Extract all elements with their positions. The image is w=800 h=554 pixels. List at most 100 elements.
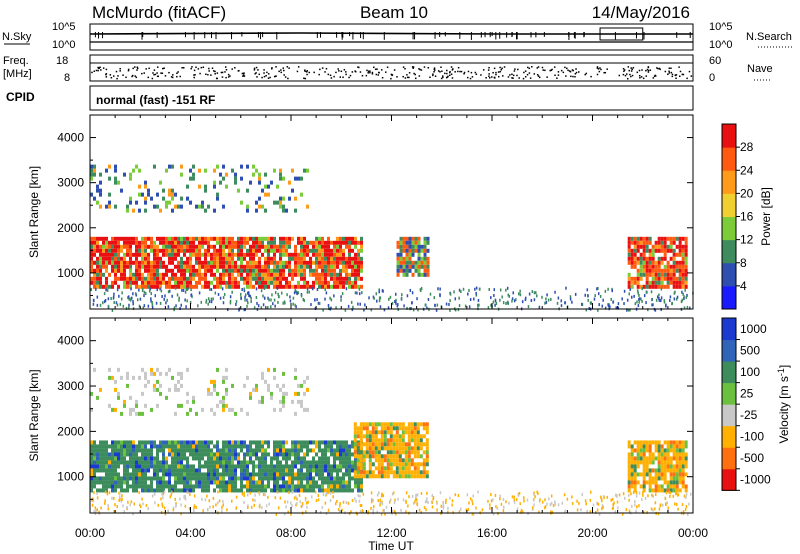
nave-point (567, 69, 569, 72)
echo-cell (594, 294, 596, 298)
echo-cell (258, 196, 261, 201)
echo-cell (160, 289, 163, 293)
echo-cell (162, 252, 165, 257)
echo-cell (273, 444, 276, 449)
echo-cell (548, 497, 550, 501)
nave-point (176, 75, 178, 78)
echo-cell (279, 440, 282, 445)
echo-cell (132, 252, 135, 257)
echo-cell (321, 448, 324, 453)
echo-cell (99, 188, 102, 193)
echo-cell (135, 284, 138, 289)
nave-point (343, 69, 346, 71)
echo-cell (411, 494, 414, 498)
echo-cell (447, 506, 449, 510)
echo-cell (276, 264, 279, 269)
nave-point (134, 75, 136, 77)
echo-cell (639, 440, 643, 445)
echo-cell (303, 268, 306, 273)
echo-cell (171, 164, 174, 169)
echo-cell (267, 464, 270, 469)
echo-cell (123, 399, 126, 404)
echo-cell (416, 454, 420, 459)
echo-cell (348, 236, 351, 241)
echo-cell (267, 440, 270, 445)
echo-cell (348, 464, 351, 469)
echo-cell (171, 460, 174, 465)
echo-cell (435, 308, 438, 312)
nave-point (640, 76, 643, 78)
echo-cell (368, 446, 372, 451)
echo-cell (273, 298, 276, 302)
echo-cell (416, 462, 420, 467)
echo-cell (165, 272, 168, 277)
echo-cell (250, 300, 252, 304)
echo-cell (108, 367, 111, 372)
nave-point (361, 74, 364, 77)
echo-cell (201, 444, 204, 449)
echo-cell (676, 493, 679, 497)
echo-cell (102, 248, 105, 253)
echo-cell (511, 297, 514, 301)
nave-point (143, 72, 145, 74)
echo-cell (636, 268, 640, 273)
echo-cell (237, 268, 240, 273)
echo-cell (396, 268, 400, 273)
echo-cell (633, 480, 637, 485)
echo-cell (627, 456, 631, 461)
echo-cell (309, 464, 312, 469)
echo-cell (147, 256, 150, 261)
echo-cell (645, 284, 649, 289)
echo-cell (189, 248, 192, 253)
echo-cell (262, 303, 265, 307)
echo-cell (135, 260, 138, 265)
echo-cell (288, 472, 291, 477)
echo-cell (685, 493, 688, 497)
echo-cell (495, 301, 498, 305)
echo-cell (129, 503, 131, 507)
echo-cell (138, 184, 141, 189)
echo-cell (210, 452, 213, 457)
nave-point (553, 66, 556, 68)
echo-cell (657, 256, 661, 261)
echo-cell (246, 272, 249, 277)
echo-cell (255, 440, 258, 445)
echo-cell (304, 498, 307, 502)
echo-cell (249, 456, 252, 461)
echo-cell (345, 452, 348, 457)
echo-cell (129, 248, 132, 253)
echo-cell (629, 288, 631, 292)
echo-cell (398, 450, 402, 455)
echo-cell (102, 252, 105, 257)
echo-cell (650, 507, 653, 511)
echo-cell (206, 508, 209, 512)
echo-cell (126, 448, 129, 453)
echo-cell (648, 444, 652, 449)
echo-cell (319, 510, 322, 514)
echo-cell (282, 371, 285, 376)
echo-cell (681, 464, 685, 469)
echo-cell (111, 480, 114, 485)
echo-cell (356, 466, 360, 471)
echo-cell (627, 452, 631, 457)
echo-cell (333, 294, 335, 298)
echo-cell (192, 456, 195, 461)
echo-cell (264, 244, 267, 249)
echo-cell (654, 456, 658, 461)
echo-cell (96, 276, 99, 281)
echo-cell (111, 236, 114, 241)
echo-cell (138, 168, 141, 173)
echo-cell (392, 446, 396, 451)
noise-panel-frame (89, 23, 694, 51)
echo-cell (90, 391, 93, 396)
echo-cell (652, 303, 654, 307)
echo-cell (383, 509, 385, 513)
echo-cell (255, 287, 258, 291)
echo-cell (93, 460, 96, 465)
echo-cell (261, 444, 264, 449)
echo-cell (399, 236, 403, 241)
echo-cell (312, 440, 315, 445)
echo-cell (252, 448, 255, 453)
nave-point (373, 66, 375, 69)
echo-cell (240, 264, 243, 269)
